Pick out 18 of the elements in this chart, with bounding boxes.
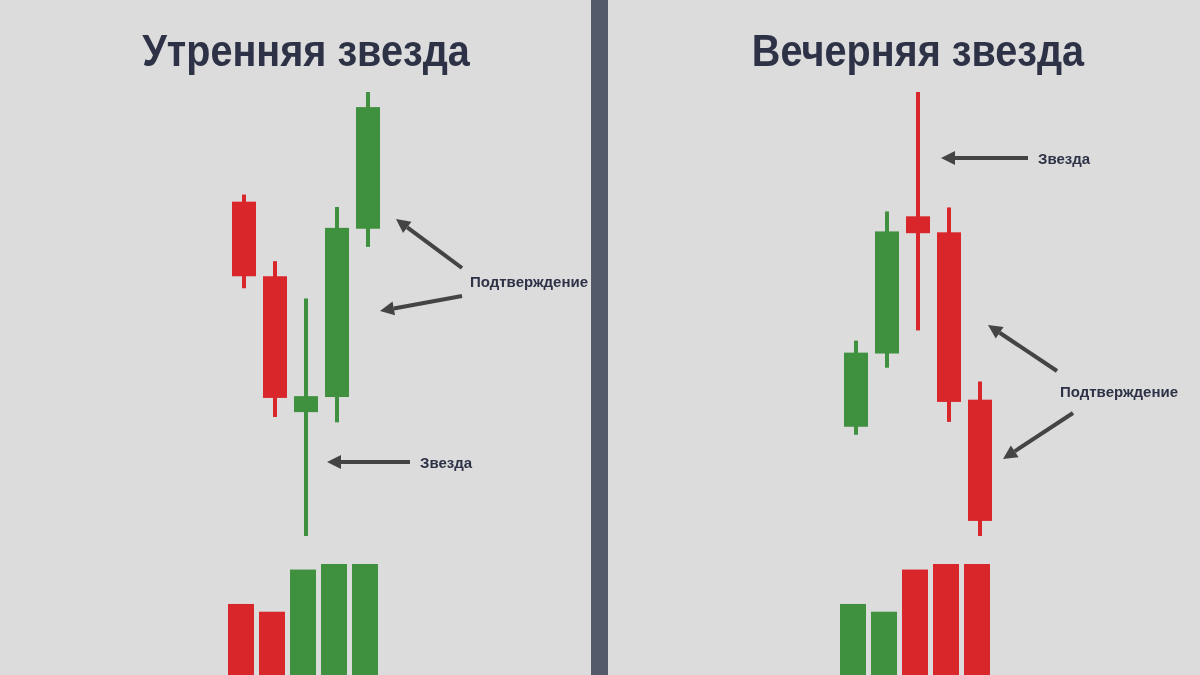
- text: Подтверждение: [1060, 383, 1179, 400]
- text: Звезда: [1038, 150, 1091, 167]
- bar: [840, 603, 866, 675]
- bar: [871, 611, 897, 675]
- bar: [964, 564, 990, 675]
- bar: [321, 564, 347, 675]
- bar: [933, 564, 959, 675]
- chart-title: Утренняя звезда: [142, 26, 471, 76]
- text: Звезда: [420, 454, 473, 471]
- candlestick: [906, 92, 930, 331]
- bar: [228, 603, 254, 675]
- text: Подтверждение: [470, 273, 589, 290]
- bar: [902, 569, 928, 675]
- candlestick: [294, 298, 318, 536]
- chart-title: Вечерняя звезда: [751, 26, 1085, 76]
- bar: [259, 611, 285, 675]
- bar: [290, 569, 316, 675]
- bar: [352, 564, 378, 675]
